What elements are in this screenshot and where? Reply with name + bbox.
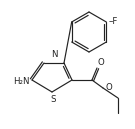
Text: O: O	[98, 58, 105, 67]
Text: S: S	[50, 95, 56, 104]
Text: –F: –F	[108, 18, 118, 26]
Text: N: N	[51, 50, 57, 59]
Text: O: O	[105, 83, 112, 92]
Text: H₂N: H₂N	[14, 76, 30, 86]
